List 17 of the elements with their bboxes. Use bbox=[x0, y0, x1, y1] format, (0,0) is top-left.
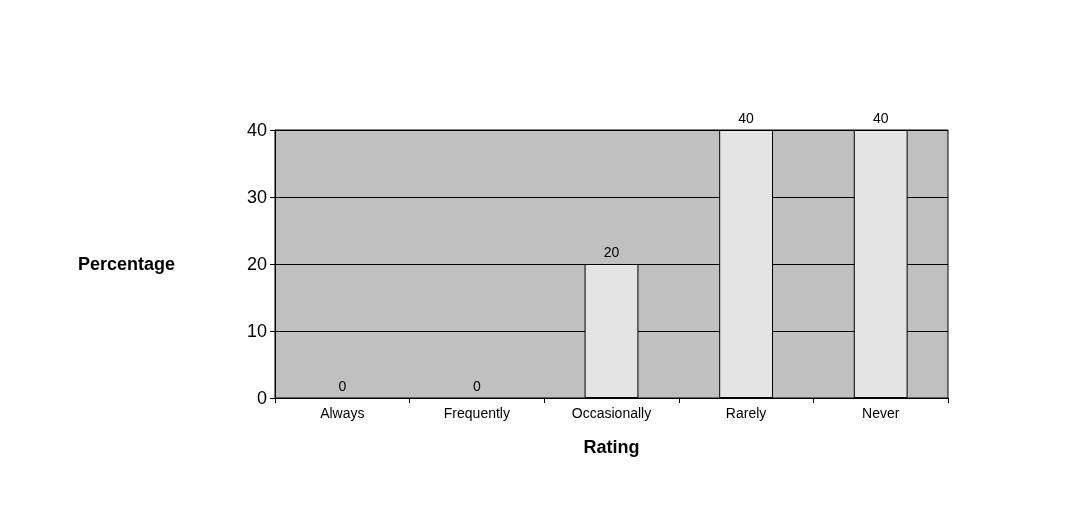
x-tick-label: Rarely bbox=[725, 405, 767, 421]
y-tick-label: 40 bbox=[246, 120, 267, 140]
data-label: 0 bbox=[338, 378, 347, 394]
x-tick-label: Occasionally bbox=[571, 405, 652, 421]
y-tick-label: 0 bbox=[256, 388, 267, 408]
y-axis-title: Percentage bbox=[77, 254, 175, 274]
x-tick-label: Always bbox=[320, 405, 365, 421]
data-label: 40 bbox=[872, 110, 889, 126]
x-axis-title: Rating bbox=[583, 437, 640, 457]
x-tick-label: Never bbox=[862, 405, 900, 421]
data-label: 40 bbox=[738, 110, 755, 126]
data-label: 20 bbox=[603, 244, 620, 260]
data-label: 0 bbox=[473, 378, 481, 394]
x-tick-label: Frequently bbox=[443, 405, 510, 421]
y-tick-label: 30 bbox=[246, 187, 267, 207]
y-tick-label: 20 bbox=[246, 254, 267, 274]
y-tick-label: 10 bbox=[246, 321, 267, 341]
